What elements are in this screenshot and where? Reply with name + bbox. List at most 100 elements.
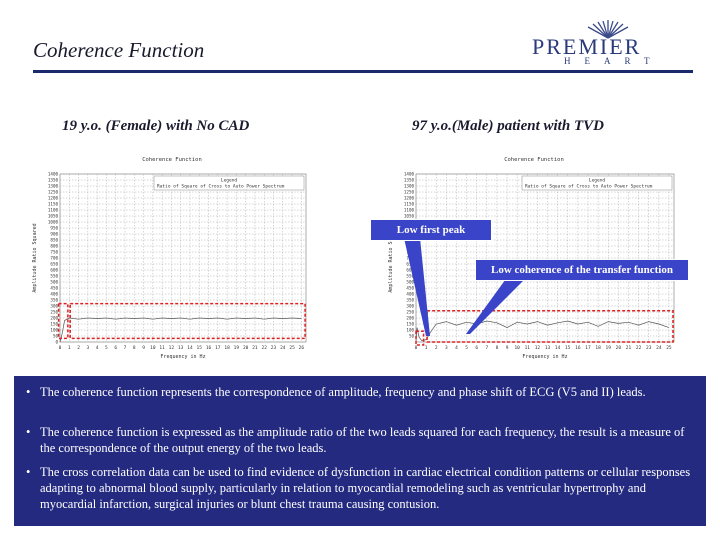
y-tick-label: 600 <box>406 268 414 273</box>
y-tick-label: 700 <box>50 256 58 261</box>
highlight-box <box>69 302 306 340</box>
x-tick-label: 3 <box>86 345 89 351</box>
x-tick-label: 15 <box>565 345 571 351</box>
x-tick-label: 1 <box>68 345 71 351</box>
bullet-2: • The coherence function is expressed as… <box>26 424 696 456</box>
x-tick-label: 5 <box>105 345 108 351</box>
y-tick-label: 600 <box>50 268 58 273</box>
first-peak-pointer <box>404 238 430 336</box>
y-tick-label: 1400 <box>48 172 59 177</box>
x-tick-label: 12 <box>169 345 175 351</box>
y-tick-label: 450 <box>50 286 58 291</box>
y-tick-label: 1100 <box>48 208 59 213</box>
x-tick-label: 0 <box>415 345 418 351</box>
x-tick-label: 11 <box>525 345 531 351</box>
y-tick-label: 350 <box>406 298 414 303</box>
highlight-box <box>426 310 674 343</box>
y-tick-label: 200 <box>50 316 58 321</box>
x-tick-label: 6 <box>114 345 117 351</box>
x-tick-label: 7 <box>485 345 488 351</box>
y-tick-label: 1400 <box>404 172 415 177</box>
title-rule <box>33 70 693 73</box>
x-tick-label: 18 <box>224 345 230 351</box>
bullet-1: • The coherence function represents the … <box>26 384 696 400</box>
bullet-text-1: The coherence function represents the co… <box>40 385 646 399</box>
legend-entry: Ratio of Square of Cross to Auto Power S… <box>157 184 285 190</box>
sunburst-icon <box>587 20 629 39</box>
y-tick-label: 1100 <box>404 208 415 213</box>
y-tick-label: 300 <box>50 304 58 309</box>
highlight-box <box>57 302 69 340</box>
x-tick-label: 15 <box>197 345 203 351</box>
y-tick-label: 1350 <box>48 178 59 183</box>
series-line <box>59 317 302 343</box>
y-tick-label: 250 <box>50 310 58 315</box>
x-tick-label: 2 <box>435 345 438 351</box>
highlight-box <box>415 330 425 346</box>
x-tick-label: 21 <box>626 345 632 351</box>
y-tick-label: 550 <box>50 274 58 279</box>
x-tick-label: 14 <box>187 345 193 351</box>
x-tick-label: 1 <box>425 345 428 351</box>
y-tick-label: 350 <box>50 298 58 303</box>
x-tick-label: 5 <box>465 345 468 351</box>
transfer-pointer <box>466 276 528 334</box>
x-tick-label: 19 <box>606 345 612 351</box>
x-tick-label: 24 <box>656 345 662 351</box>
x-tick-label: 20 <box>616 345 622 351</box>
legend-box <box>521 175 673 191</box>
x-tick-label: 4 <box>455 345 458 351</box>
x-tick-label: 10 <box>150 345 156 351</box>
bullet-text-2: The coherence function is expressed as t… <box>40 425 685 455</box>
page-title: Coherence Function <box>33 38 205 62</box>
y-tick-label: 450 <box>406 286 414 291</box>
y-tick-label: 100 <box>50 328 58 333</box>
y-tick-label: 800 <box>50 244 58 249</box>
x-tick-label: 24 <box>280 345 286 351</box>
x-tick-label: 21 <box>252 345 258 351</box>
x-tick-label: 8 <box>496 345 499 351</box>
bullet-text-3: The cross correlation data can be used t… <box>40 465 691 511</box>
x-axis-label: Frequency in Hz <box>522 354 567 360</box>
y-tick-label: 1250 <box>404 190 415 195</box>
y-axis-label: Amplitude Ratio Squared <box>32 223 38 292</box>
y-tick-label: 400 <box>406 292 414 297</box>
y-tick-label: 550 <box>406 274 414 279</box>
y-tick-label: 1350 <box>404 178 415 183</box>
x-tick-label: 9 <box>506 345 509 351</box>
x-tick-label: 17 <box>215 345 221 351</box>
y-tick-label: 0 <box>55 340 58 345</box>
legend-title: Legend <box>589 178 606 184</box>
x-tick-label: 23 <box>271 345 277 351</box>
y-tick-label: 900 <box>50 232 58 237</box>
description-panel: • The coherence function represents the … <box>14 376 706 526</box>
x-tick-label: 25 <box>289 345 295 351</box>
chart-title: Coherence Function <box>142 157 202 163</box>
y-tick-label: 950 <box>50 226 58 231</box>
y-tick-label: 1200 <box>404 196 415 201</box>
chart-title: Coherence Function <box>504 157 564 163</box>
x-tick-label: 20 <box>243 345 249 351</box>
y-tick-label: 500 <box>50 280 58 285</box>
x-tick-label: 13 <box>178 345 184 351</box>
y-tick-label: 1250 <box>48 190 59 195</box>
x-tick-label: 11 <box>159 345 165 351</box>
y-tick-label: 1150 <box>404 202 415 207</box>
bullet-3: • The cross correlation data can be used… <box>26 464 696 512</box>
x-tick-label: 0 <box>59 345 62 351</box>
y-tick-label: 250 <box>406 310 414 315</box>
x-tick-label: 12 <box>535 345 541 351</box>
x-tick-label: 22 <box>262 345 268 351</box>
y-tick-label: 200 <box>406 316 414 321</box>
y-tick-label: 850 <box>50 238 58 243</box>
y-tick-label: 50 <box>53 334 59 339</box>
y-tick-label: 500 <box>406 280 414 285</box>
subtitle-left: 19 y.o. (Female) with No CAD <box>62 118 250 134</box>
series-line <box>415 320 670 343</box>
x-tick-label: 14 <box>555 345 561 351</box>
bullet-dot: • <box>26 425 31 439</box>
y-tick-label: 650 <box>50 262 58 267</box>
subtitle-right: 97 y.o.(Male) patient with TVD <box>412 118 604 134</box>
